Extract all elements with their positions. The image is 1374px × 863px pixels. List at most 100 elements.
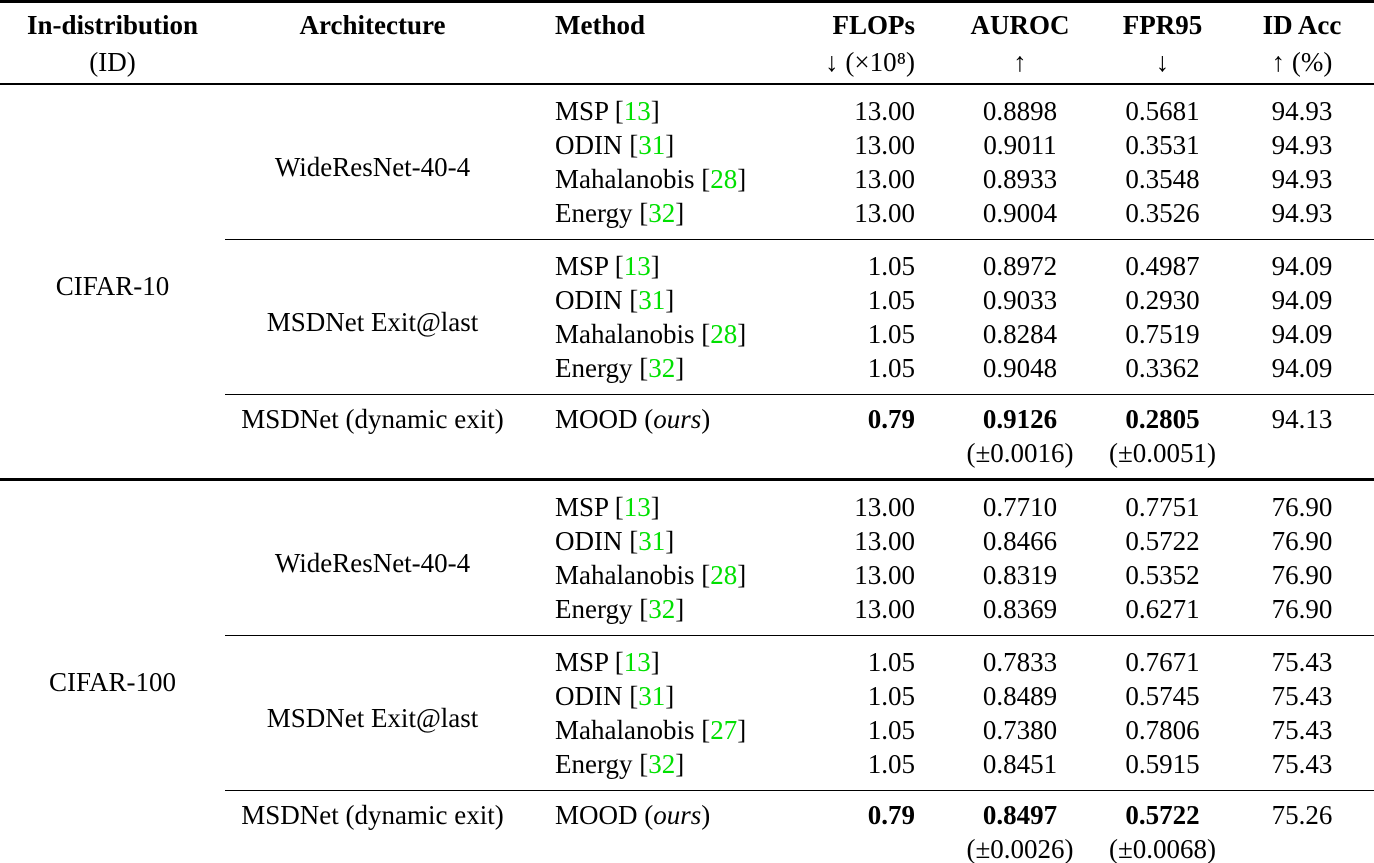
table-row: Energy [32] 13.00 0.9004 0.3526 94.93	[0, 196, 1374, 240]
col-header-fpr95: FPR95 ↓	[1095, 1, 1230, 85]
auroc-cell: 0.8369	[945, 592, 1095, 636]
table-row: CIFAR-100 WideResNet-40-4 MSP [13] 13.00…	[0, 479, 1374, 863]
flops-cell: 1.05	[867, 251, 915, 281]
architecture-cell: MSDNet (dynamic exit)	[225, 394, 520, 481]
col-header-auroc: AUROC ↑	[945, 1, 1095, 85]
citation-link[interactable]: 32	[648, 749, 676, 779]
auroc-cell: 0.7380	[982, 715, 1058, 745]
citation-link[interactable]: 13	[623, 96, 651, 126]
fpr95-cell: 0.7671	[1125, 647, 1200, 677]
auroc-cell: 0.8972	[982, 251, 1058, 281]
idacc-cell: 75.26	[1230, 790, 1374, 863]
idacc-cell: 94.93	[1230, 196, 1374, 240]
architecture-cell: WideResNet-40-4	[225, 84, 520, 240]
col-header-method: Method	[520, 1, 780, 85]
method-cell: ODIN [31]	[555, 526, 675, 556]
method-cell: MSP [13]	[555, 96, 660, 126]
fpr95-cell: 0.7519	[1125, 319, 1200, 349]
auroc-cell: 0.9004	[945, 196, 1095, 240]
idacc-cell: 94.09	[1271, 251, 1333, 281]
idacc-cell: 75.43	[1230, 747, 1374, 791]
citation-link[interactable]: 31	[638, 130, 666, 160]
citation-link[interactable]: 31	[638, 285, 666, 315]
table-row: Mahalanobis [28] 13.00 0.8319 0.5352 76.…	[0, 558, 1374, 592]
fpr95-stddev: (±0.0068)	[1108, 834, 1217, 863]
method-cell: Energy [32]	[520, 196, 780, 240]
table-row: ODIN [31] 1.05 0.9033 0.2930 94.09	[0, 283, 1374, 317]
fpr95-cell: 0.2805 (±0.0051)	[1095, 394, 1230, 481]
architecture-cell: WideResNet-40-4	[225, 479, 520, 636]
table-row: ODIN [31] 1.05 0.8489 0.5745 75.43	[0, 679, 1374, 713]
table-row: Mahalanobis [27] 1.05 0.7380 0.7806 75.4…	[0, 713, 1374, 747]
idacc-cell: 75.43	[1271, 681, 1333, 711]
citation-link[interactable]: 32	[648, 594, 676, 624]
table-row: CIFAR-10 WideResNet-40-4 MSP [13] 13.00 …	[0, 84, 1374, 481]
method-cell: MOOD (ours)	[520, 394, 780, 481]
idacc-cell: 94.93	[1271, 164, 1333, 194]
flops-cell: 1.05	[867, 319, 915, 349]
fpr95-cell: 0.5352	[1125, 560, 1200, 590]
method-cell: ODIN [31]	[555, 130, 675, 160]
table-row: MSDNet Exit@last MSP [13] 1.05 0.8972 0.…	[0, 239, 1374, 395]
auroc-cell: 0.8489	[982, 681, 1058, 711]
col-header-flops: FLOPs ↓ (×10⁸)	[780, 1, 945, 85]
method-cell: ODIN [31]	[555, 285, 675, 315]
idacc-cell: 94.09	[1271, 319, 1333, 349]
auroc-cell: 0.8451	[945, 747, 1095, 791]
flops-cell: 13.00	[854, 526, 915, 556]
citation-link[interactable]: 13	[623, 647, 651, 677]
idacc-cell: 94.93	[1271, 96, 1333, 126]
auroc-stddev: (±0.0016)	[966, 438, 1074, 468]
method-cell: Mahalanobis [28]	[555, 319, 747, 349]
idacc-cell: 75.43	[1271, 647, 1333, 677]
id-dataset-cell: CIFAR-10	[0, 84, 225, 481]
flops-cell: 13.00	[854, 130, 915, 160]
ours-note: ours	[653, 800, 702, 830]
method-cell: Mahalanobis [28]	[555, 164, 747, 194]
fpr95-cell: 0.4987	[1125, 251, 1200, 281]
citation-link[interactable]: 28	[710, 164, 738, 194]
up-arrow-unit: ↑ (%)	[1271, 47, 1333, 77]
citation-link[interactable]: 32	[648, 198, 676, 228]
idacc-cell: 75.43	[1271, 715, 1333, 745]
ours-note: ours	[653, 404, 702, 434]
citation-link[interactable]: 13	[623, 492, 651, 522]
table-row: Energy [32] 13.00 0.8369 0.6271 76.90	[0, 592, 1374, 636]
auroc-cell: 0.9048	[945, 351, 1095, 395]
auroc-cell: 0.8284	[982, 319, 1058, 349]
idacc-cell: 94.09	[1271, 285, 1333, 315]
idacc-cell: 94.09	[1230, 351, 1374, 395]
fpr95-cell: 0.6271	[1095, 592, 1230, 636]
flops-cell: 1.05	[867, 647, 915, 677]
fpr95-cell: 0.5745	[1125, 681, 1200, 711]
architecture-cell: MSDNet Exit@last	[225, 635, 520, 791]
method-cell: Mahalanobis [28]	[555, 560, 747, 590]
col-header-id: In-distribution (ID)	[0, 1, 225, 85]
citation-link[interactable]: 13	[623, 251, 651, 281]
auroc-cell: 0.7710	[982, 492, 1058, 522]
citation-link[interactable]: 31	[638, 681, 666, 711]
method-cell: MSP [13]	[555, 251, 660, 281]
flops-cell: 0.79	[780, 394, 945, 481]
flops-cell: 0.79	[780, 790, 945, 863]
method-cell: Energy [32]	[520, 351, 780, 395]
up-arrow-icon: ↑	[1013, 47, 1027, 77]
auroc-cell: 0.7833	[982, 647, 1058, 677]
fpr95-cell: 0.5722	[1125, 526, 1200, 556]
flops-cell: 13.00	[780, 196, 945, 240]
citation-link[interactable]: 32	[648, 353, 676, 383]
method-cell: Mahalanobis [27]	[555, 715, 747, 745]
auroc-cell: 0.8319	[982, 560, 1058, 590]
idacc-cell: 76.90	[1271, 526, 1333, 556]
method-cell: ODIN [31]	[555, 681, 675, 711]
citation-link[interactable]: 28	[710, 319, 738, 349]
citation-link[interactable]: 28	[710, 560, 738, 590]
fpr95-cell: 0.7751	[1125, 492, 1200, 522]
citation-link[interactable]: 27	[710, 715, 738, 745]
fpr95-cell: 0.7806	[1125, 715, 1200, 745]
table-row-mood: MSDNet (dynamic exit) MOOD (ours) 0.79 0…	[0, 394, 1374, 481]
citation-link[interactable]: 31	[638, 526, 666, 556]
fpr95-cell: 0.3362	[1095, 351, 1230, 395]
flops-cell: 13.00	[780, 592, 945, 636]
